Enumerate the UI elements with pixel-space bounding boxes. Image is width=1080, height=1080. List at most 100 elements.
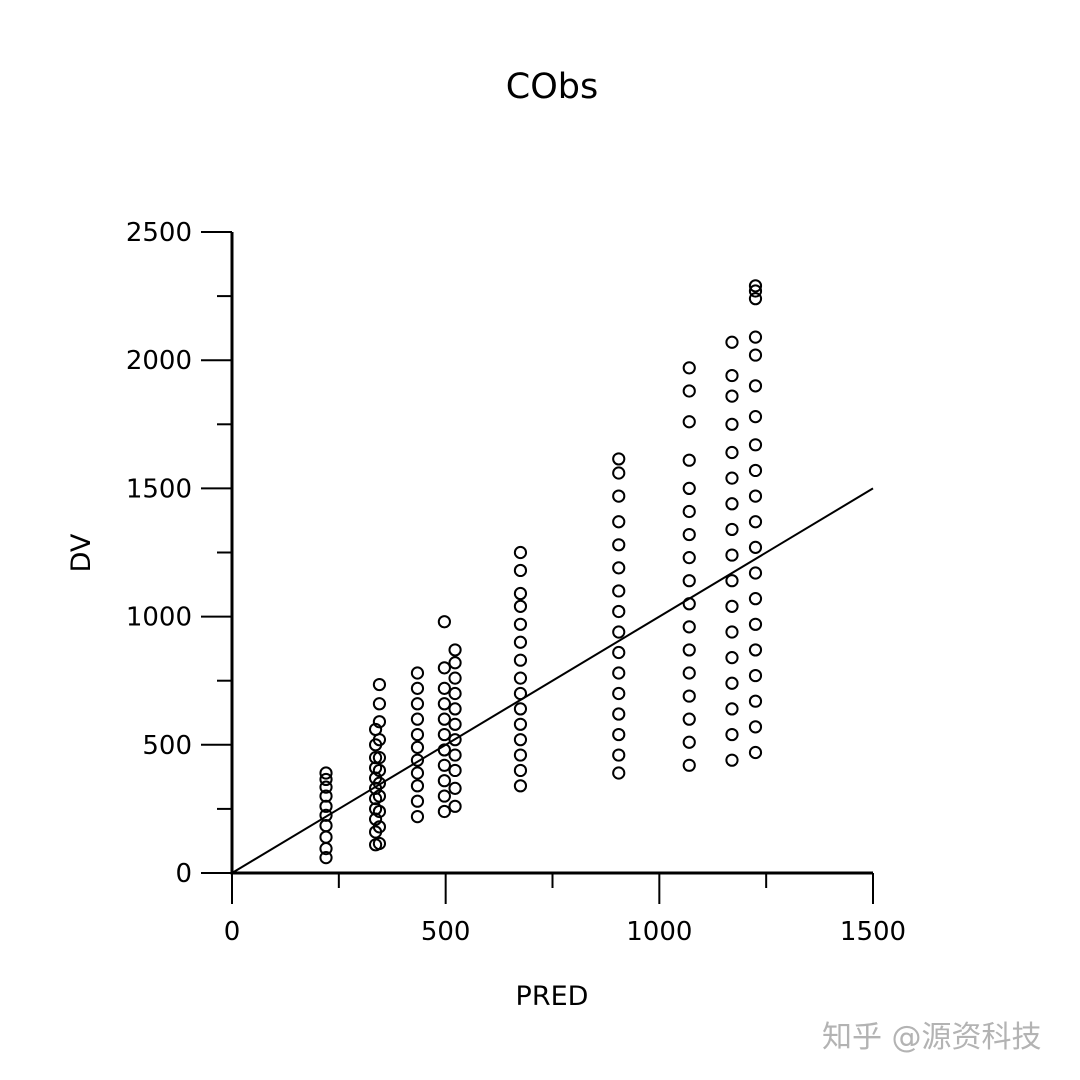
data-points-layer xyxy=(319,279,763,865)
data-point-0-28 xyxy=(372,733,387,747)
data-point-0-100 xyxy=(682,666,696,680)
data-point-0-73 xyxy=(513,653,528,667)
data-point-0-30 xyxy=(372,697,387,711)
data-point-0-114 xyxy=(725,727,739,742)
data-point-0-79 xyxy=(513,545,528,560)
data-point-0-4 xyxy=(319,808,333,822)
data-point-0-93 xyxy=(612,489,626,503)
data-point-0-134 xyxy=(748,643,763,657)
data-point-0-57 xyxy=(448,748,462,762)
y-tick-label-2000: 2000 xyxy=(126,346,192,376)
data-point-0-139 xyxy=(748,515,763,529)
data-point-0-27 xyxy=(372,751,387,765)
data-point-0-43 xyxy=(437,804,451,819)
data-point-0-52 xyxy=(437,661,451,675)
data-point-0-130 xyxy=(748,745,763,760)
data-point-0-50 xyxy=(437,697,451,711)
data-point-0-143 xyxy=(748,410,763,424)
data-point-0-84 xyxy=(612,686,626,701)
data-point-0-81 xyxy=(612,748,626,762)
data-point-0-101 xyxy=(682,643,696,657)
y-tick-label-2500: 2500 xyxy=(126,218,192,248)
data-point-0-133 xyxy=(748,668,763,683)
data-point-0-51 xyxy=(437,681,451,695)
data-point-0-131 xyxy=(748,720,763,734)
data-point-0-37 xyxy=(410,740,425,754)
data-point-0-39 xyxy=(410,712,425,726)
x-axis-label: PRED xyxy=(516,981,589,1012)
data-point-0-110 xyxy=(682,415,696,429)
data-point-0-80 xyxy=(612,766,626,780)
reference-line xyxy=(231,487,874,874)
data-point-0-53 xyxy=(437,615,451,629)
data-point-0-65 xyxy=(513,779,528,793)
data-point-0-42 xyxy=(410,666,425,680)
data-point-0-124 xyxy=(725,471,739,485)
data-point-0-127 xyxy=(725,389,739,403)
data-point-0-36 xyxy=(410,753,425,767)
data-point-0-63 xyxy=(448,656,462,670)
data-point-0-78 xyxy=(513,563,528,578)
data-point-0-118 xyxy=(725,625,739,639)
data-point-0-7 xyxy=(319,780,333,794)
data-point-0-35 xyxy=(410,766,425,780)
data-point-0-48 xyxy=(437,727,451,742)
data-point-0-49 xyxy=(437,712,451,726)
data-point-0-126 xyxy=(725,417,739,431)
y-axis-label: DV xyxy=(66,533,97,572)
data-point-0-44 xyxy=(437,789,451,803)
data-point-0-76 xyxy=(513,599,528,613)
x-tick-label-0: 0 xyxy=(224,917,241,947)
data-point-0-0 xyxy=(319,851,333,865)
x-tick-label-500: 500 xyxy=(421,917,471,947)
data-point-0-71 xyxy=(513,686,528,701)
data-point-0-135 xyxy=(748,617,763,631)
data-point-0-104 xyxy=(682,574,696,588)
data-point-0-72 xyxy=(513,671,528,685)
data-point-0-64 xyxy=(448,643,462,657)
data-point-0-137 xyxy=(748,566,763,580)
data-point-0-18 xyxy=(368,751,383,765)
data-point-0-9 xyxy=(319,766,333,780)
data-point-0-98 xyxy=(682,712,696,726)
data-point-0-94 xyxy=(612,466,626,480)
data-point-0-6 xyxy=(319,789,333,803)
data-point-0-32 xyxy=(410,809,425,824)
data-point-0-38 xyxy=(410,727,425,742)
data-point-0-147 xyxy=(748,292,763,306)
data-point-0-113 xyxy=(725,753,739,767)
data-point-0-88 xyxy=(612,604,626,619)
data-point-0-59 xyxy=(448,717,462,731)
data-point-0-119 xyxy=(725,599,739,613)
data-point-0-123 xyxy=(725,497,739,511)
data-point-0-132 xyxy=(748,694,763,708)
data-point-0-89 xyxy=(612,584,626,598)
data-point-0-55 xyxy=(448,781,462,795)
data-point-0-138 xyxy=(748,540,763,554)
data-point-0-47 xyxy=(437,743,451,757)
data-point-0-77 xyxy=(513,586,528,601)
data-point-0-33 xyxy=(410,794,425,808)
data-point-0-96 xyxy=(682,758,696,772)
data-point-0-40 xyxy=(410,697,425,711)
data-point-0-85 xyxy=(612,666,626,680)
data-point-0-86 xyxy=(612,645,626,660)
data-point-0-112 xyxy=(682,361,696,375)
data-point-0-61 xyxy=(448,686,462,701)
data-point-0-148 xyxy=(748,284,763,298)
data-point-0-122 xyxy=(725,522,739,537)
y-tick-label-1500: 1500 xyxy=(126,474,192,504)
data-point-0-125 xyxy=(725,445,739,460)
data-point-0-91 xyxy=(612,538,626,552)
data-point-0-102 xyxy=(682,620,696,634)
data-point-0-34 xyxy=(410,779,425,793)
data-point-0-103 xyxy=(682,597,696,611)
data-point-0-21 xyxy=(372,836,387,851)
axes-layer: 0 500 1000 1500 2000 2500 0 500 1000 1500 xyxy=(126,218,906,947)
data-point-0-69 xyxy=(513,717,528,731)
data-point-0-106 xyxy=(682,527,696,542)
data-point-0-66 xyxy=(513,763,528,778)
data-point-0-120 xyxy=(725,574,739,588)
data-point-0-74 xyxy=(513,635,528,649)
